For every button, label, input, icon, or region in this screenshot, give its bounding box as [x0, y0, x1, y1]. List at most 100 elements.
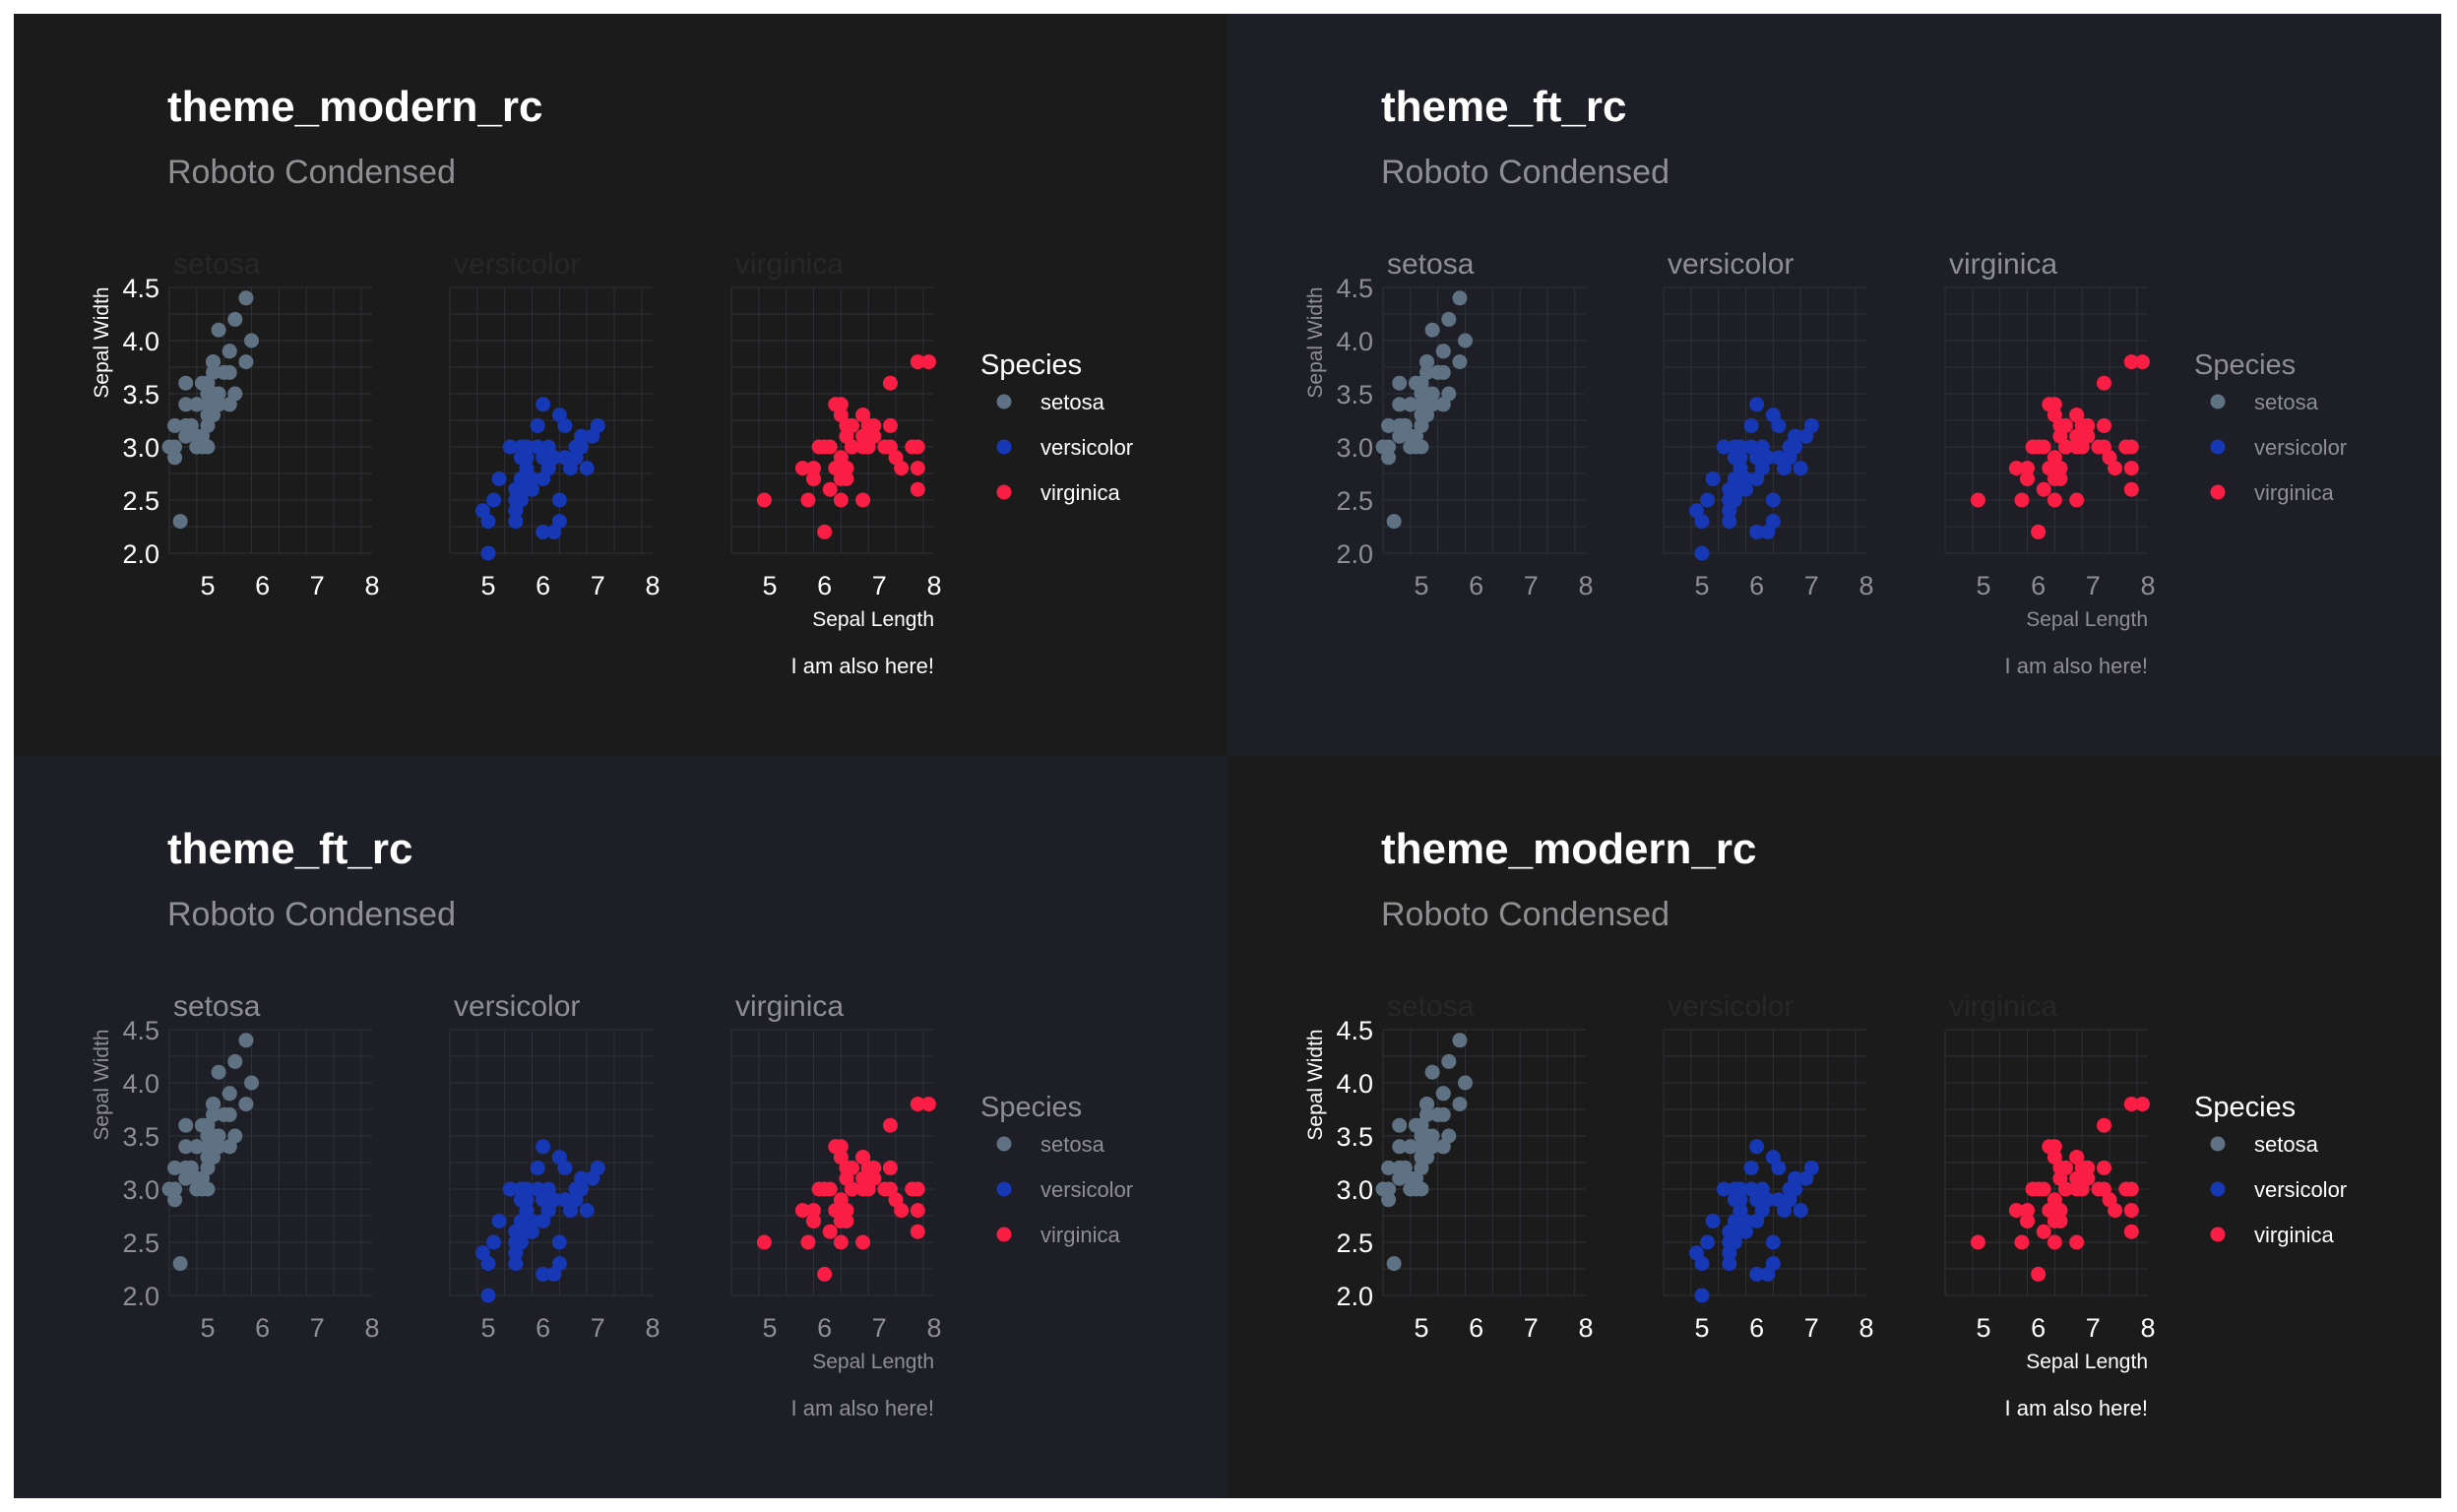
data-point-virginica [822, 1224, 838, 1239]
x-tick-label: 8 [645, 571, 660, 600]
data-point-setosa [1392, 375, 1408, 391]
x-tick-label: 5 [762, 571, 777, 600]
data-point-setosa [1441, 1128, 1457, 1144]
data-point-virginica [910, 354, 925, 370]
x-tick-label: 7 [1804, 1313, 1819, 1343]
data-point-virginica [839, 417, 854, 433]
y-tick-label: 2.5 [122, 1228, 159, 1258]
legend-label: virginica [2254, 480, 2334, 505]
data-point-virginica [2123, 1203, 2139, 1219]
data-point-versicolor [502, 439, 518, 455]
data-point-setosa [1441, 1053, 1457, 1069]
data-point-virginica [2096, 1117, 2111, 1133]
x-tick-label: 6 [2031, 571, 2046, 600]
data-point-versicolor [1694, 545, 1710, 561]
data-point-setosa [1381, 1160, 1397, 1175]
x-tick-label: 7 [591, 571, 605, 600]
data-point-versicolor [1793, 1203, 1808, 1219]
data-point-virginica [2057, 439, 2073, 455]
data-point-virginica [910, 1203, 925, 1219]
x-tick-label: 6 [1469, 571, 1483, 600]
data-point-versicolor [508, 514, 524, 530]
y-tick-label: 3.5 [1336, 380, 1373, 410]
data-point-versicolor [1760, 450, 1776, 466]
data-point-setosa [178, 375, 194, 391]
y-tick-label: 2.0 [1336, 1282, 1373, 1311]
data-point-virginica [756, 492, 772, 508]
data-point-setosa [1386, 1256, 1402, 1272]
data-point-versicolor [574, 1181, 590, 1197]
data-point-versicolor [530, 417, 545, 433]
data-point-setosa [189, 397, 205, 412]
data-point-versicolor [1771, 1192, 1787, 1208]
data-point-virginica [817, 1266, 833, 1282]
data-point-setosa [200, 1128, 216, 1144]
legend-key-versicolor [996, 439, 1012, 455]
x-tick-label: 6 [1469, 1313, 1483, 1343]
data-point-setosa [1419, 354, 1435, 370]
data-point-virginica [2036, 481, 2051, 497]
data-point-versicolor [486, 492, 502, 508]
x-tick-label: 5 [1414, 571, 1428, 600]
data-point-versicolor [1765, 1234, 1781, 1250]
x-tick-label: 8 [926, 571, 941, 600]
data-point-virginica [910, 1097, 925, 1112]
data-point-setosa [200, 1150, 216, 1166]
data-point-virginica [2047, 1234, 2062, 1250]
x-tick-label: 5 [480, 571, 495, 600]
legend-label: setosa [2254, 1132, 2319, 1157]
data-point-virginica [806, 461, 822, 476]
plot-subtitle: Roboto Condensed [167, 896, 457, 933]
x-tick-label: 8 [1858, 1313, 1873, 1343]
facet-strip-label: versicolor [1668, 990, 1794, 1023]
data-point-versicolor [1722, 514, 1737, 530]
y-tick-label: 3.0 [122, 1175, 159, 1205]
data-point-virginica [910, 1181, 925, 1197]
data-point-versicolor [1732, 1181, 1748, 1197]
data-point-virginica [910, 481, 925, 497]
plot-panel-3: theme_ft_rc Roboto Condensed setosa 5 6 7 8 ver… [14, 756, 1228, 1498]
data-point-setosa [1414, 1150, 1429, 1166]
data-point-setosa [1435, 344, 1451, 359]
x-axis-title: Sepal Length [2026, 608, 2148, 631]
plot-subtitle: Roboto Condensed [1381, 896, 1670, 933]
x-axis-title: Sepal Length [2026, 1351, 2148, 1373]
data-point-versicolor [574, 439, 590, 455]
data-point-virginica [828, 1139, 844, 1155]
data-point-virginica [822, 481, 838, 497]
x-tick-label: 8 [2140, 571, 2155, 600]
data-point-setosa [244, 1075, 260, 1091]
data-point-setosa [1430, 364, 1446, 380]
scatter-facets: setosa 5 6 7 8 versicolor 5 6 7 8 virginica 5 6 7 8 2.0… [1304, 248, 2347, 678]
x-tick-label: 8 [1858, 571, 1873, 600]
data-point-virginica [2008, 1203, 2024, 1219]
x-tick-label: 7 [2086, 571, 2101, 600]
x-tick-label: 5 [200, 571, 215, 600]
data-point-versicolor [480, 545, 496, 561]
y-tick-label: 2.5 [1336, 486, 1373, 516]
data-point-setosa [227, 386, 243, 402]
y-tick-label: 4.5 [122, 274, 159, 303]
data-point-virginica [855, 1234, 871, 1250]
data-point-versicolor [1793, 461, 1808, 476]
data-point-setosa [227, 1053, 243, 1069]
data-point-virginica [794, 461, 810, 476]
plot-caption: I am also here! [790, 654, 934, 678]
x-tick-label: 7 [872, 571, 887, 600]
data-point-virginica [833, 461, 849, 476]
legend-label: setosa [1040, 390, 1105, 414]
data-point-setosa [1424, 1064, 1440, 1080]
data-point-virginica [794, 1203, 810, 1219]
legend-label: versicolor [2254, 435, 2347, 460]
data-point-versicolor [1722, 1234, 1737, 1250]
data-point-virginica [2014, 492, 2030, 508]
data-point-setosa [1403, 1181, 1418, 1197]
x-tick-label: 5 [1694, 1313, 1709, 1343]
data-point-setosa [211, 322, 226, 338]
legend-key-versicolor [996, 1181, 1012, 1197]
facet-strip-label: virginica [1949, 990, 2057, 1023]
x-tick-label: 5 [1976, 571, 1990, 600]
y-tick-label: 3.5 [1336, 1122, 1373, 1152]
data-point-virginica [2047, 461, 2062, 476]
x-tick-label: 7 [310, 571, 325, 600]
